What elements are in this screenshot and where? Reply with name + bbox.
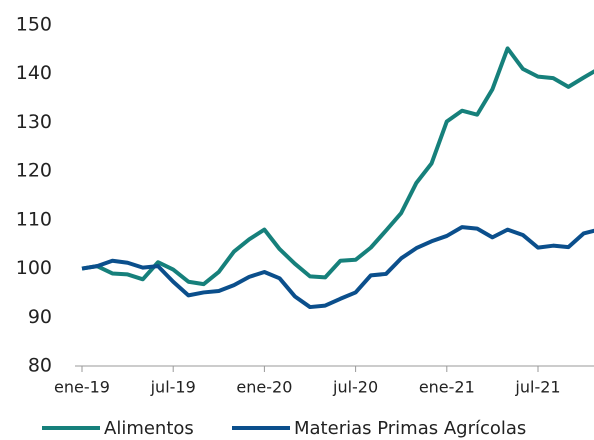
y-tick-label: 150	[16, 14, 52, 36]
y-tick-label: 100	[16, 257, 52, 279]
y-tick-label: 120	[16, 160, 52, 182]
legend-label: Alimentos	[104, 418, 194, 439]
y-tick-label: 90	[28, 306, 52, 328]
y-tick-label: 80	[28, 355, 52, 377]
x-tick-label: jul-21	[514, 378, 560, 397]
line-series	[81, 46, 594, 287]
x-tick-label: jul-20	[332, 378, 378, 397]
y-tick-label: 110	[16, 208, 52, 230]
x-tick-label: ene-20	[236, 378, 292, 397]
x-tick-label: ene-19	[54, 378, 110, 397]
y-tick-label: 140	[16, 62, 52, 84]
x-tick-label: ene-21	[419, 378, 475, 397]
y-tick-label: 130	[16, 111, 52, 133]
legend-label: Materias Primas Agrícolas	[294, 418, 526, 439]
line-series	[81, 225, 594, 310]
x-tick-label: jul-19	[150, 378, 196, 397]
